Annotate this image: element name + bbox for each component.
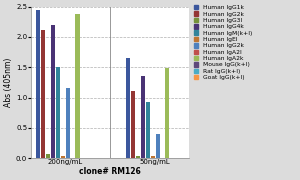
- Bar: [151, 156, 155, 158]
- Bar: [36, 10, 40, 158]
- Legend: Human IgG1k, Human IgG2k, Human IgG3l, Human IgG4k, Human IgM(k+l), Human IgEl, : Human IgG1k, Human IgG2k, Human IgG3l, H…: [194, 5, 253, 80]
- Bar: [136, 156, 140, 158]
- Bar: [41, 30, 45, 158]
- Y-axis label: Abs (405nm): Abs (405nm): [4, 58, 13, 107]
- Bar: [126, 58, 130, 158]
- Bar: [141, 76, 145, 158]
- Bar: [46, 154, 50, 158]
- Bar: [66, 88, 70, 158]
- Bar: [61, 156, 65, 158]
- X-axis label: clone# RM126: clone# RM126: [79, 167, 141, 176]
- Bar: [75, 14, 80, 158]
- Bar: [56, 67, 60, 158]
- Bar: [146, 102, 150, 158]
- Bar: [51, 25, 55, 158]
- Bar: [165, 68, 169, 158]
- Bar: [155, 134, 160, 158]
- Bar: [131, 91, 135, 158]
